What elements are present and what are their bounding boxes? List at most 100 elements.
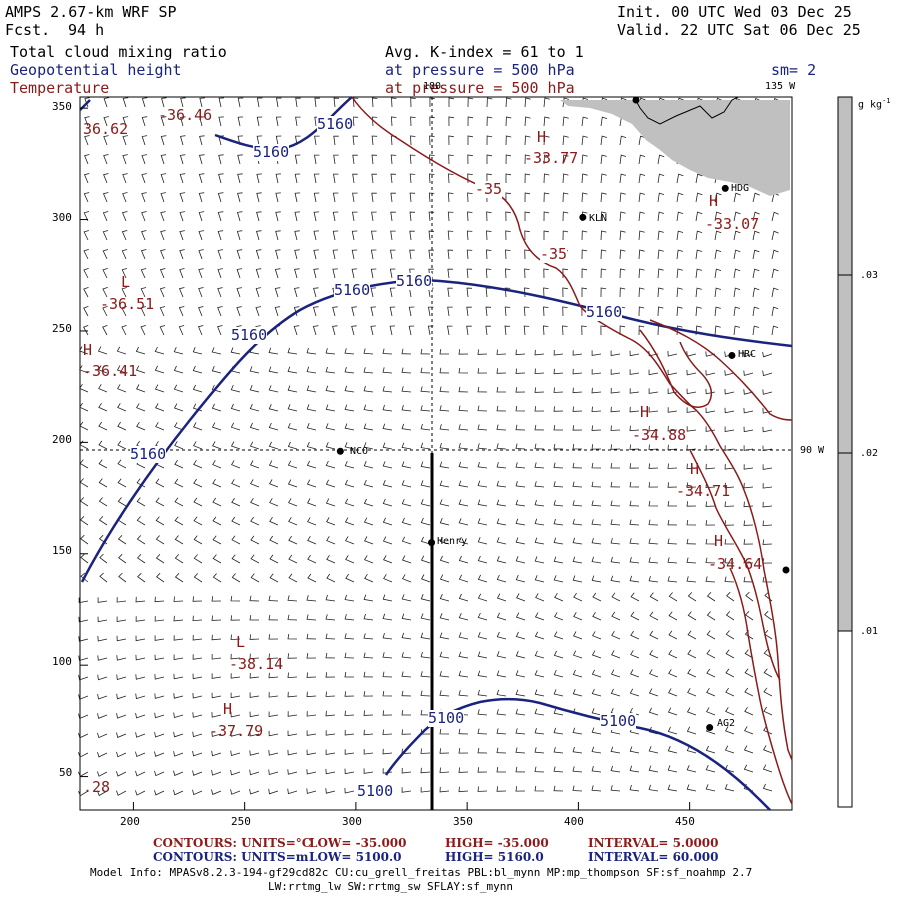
- wind-barb: [553, 747, 564, 754]
- wind-barb: [724, 482, 735, 489]
- wind-barb: [249, 692, 260, 698]
- wind-barb: [103, 173, 109, 184]
- wind-barb: [477, 537, 488, 545]
- wind-barb: [496, 387, 506, 393]
- wind-barb: [409, 230, 415, 241]
- wind-barb: [439, 574, 450, 583]
- wind-barb: [648, 425, 659, 432]
- wind-barb: [192, 615, 203, 622]
- wind-barb: [553, 368, 564, 375]
- wind-barb: [97, 771, 108, 777]
- wind-barb: [581, 249, 588, 260]
- wind-barb: [293, 287, 300, 298]
- wind-barb: [591, 462, 602, 469]
- wind-barb: [428, 192, 435, 203]
- wind-barb: [268, 750, 279, 756]
- wind-barb: [629, 519, 640, 526]
- wind-barb: [306, 347, 317, 355]
- wind-barb: [140, 268, 147, 279]
- wind-barb: [686, 726, 697, 735]
- wind-barb: [477, 651, 488, 659]
- wind-barb: [160, 211, 166, 222]
- wind-barb: [725, 630, 735, 640]
- height-contour-low: LOW= 5100.0: [309, 850, 402, 864]
- wind-barb: [256, 135, 263, 146]
- wind-barb: [382, 652, 393, 659]
- wind-barb: [401, 767, 412, 774]
- wind-barb: [382, 710, 393, 716]
- wind-barb: [496, 424, 507, 431]
- wind-barb: [155, 516, 165, 526]
- wind-barb: [667, 726, 678, 735]
- wind-barb: [344, 594, 355, 602]
- wind-barb: [554, 592, 564, 602]
- wind-barb: [344, 614, 355, 621]
- wind-barb: [363, 385, 374, 393]
- wind-barb: [573, 592, 583, 602]
- height-contour-high: HIGH= 5160.0: [445, 850, 544, 864]
- wind-barb: [218, 97, 225, 108]
- wind-barb: [294, 154, 301, 165]
- wind-barb: [553, 537, 564, 545]
- wind-barb: [687, 649, 697, 659]
- wind-barb: [648, 538, 659, 545]
- wind-barb: [193, 535, 203, 545]
- wind-barb: [250, 516, 260, 526]
- wind-barb: [192, 634, 203, 641]
- wind-barb: [363, 749, 374, 755]
- wind-barb: [762, 445, 773, 452]
- wind-barb: [743, 445, 754, 451]
- wind-barb: [154, 751, 165, 757]
- wind-barb: [638, 230, 645, 241]
- wind-barb: [466, 249, 473, 260]
- meridian-135w-label: 135 W: [765, 81, 796, 92]
- wind-barb: [136, 384, 146, 393]
- wind-barb: [706, 611, 716, 621]
- wind-barb: [83, 211, 90, 222]
- wind-barb: [610, 500, 621, 507]
- wind-barb: [306, 788, 317, 794]
- wind-barb: [382, 386, 393, 393]
- wind-barb: [420, 748, 431, 754]
- wind-barb: [275, 116, 282, 127]
- wind-barb: [193, 554, 203, 564]
- wind-barb: [524, 97, 531, 108]
- wind-barb: [467, 97, 474, 108]
- wind-barb: [496, 556, 507, 564]
- wind-barb: [98, 440, 108, 450]
- wind-barb: [629, 369, 640, 375]
- wind-barb: [269, 498, 279, 507]
- wind-barb: [600, 116, 608, 127]
- wind-barb: [505, 173, 512, 183]
- wind-barb: [313, 268, 319, 279]
- wind-barb: [648, 388, 659, 394]
- wind-barb: [705, 745, 716, 754]
- wind-barb: [287, 788, 298, 795]
- wind-barb: [686, 519, 697, 526]
- wind-barb: [534, 556, 545, 564]
- wind-barb: [744, 668, 754, 678]
- wind-barb: [649, 649, 659, 659]
- wind-barb: [274, 268, 281, 279]
- wind-barb: [80, 553, 89, 564]
- wind-barb: [667, 519, 678, 526]
- plot-frame: [79, 96, 793, 811]
- wind-barb: [515, 405, 526, 412]
- wind-barb: [676, 192, 684, 203]
- wind-barb: [572, 727, 583, 735]
- wind-barb: [600, 287, 607, 298]
- wind-barb: [657, 306, 664, 317]
- coastline: [633, 96, 739, 125]
- wind-barb: [505, 135, 512, 146]
- wind-barb: [249, 366, 260, 374]
- wind-barb: [173, 789, 184, 796]
- wind-barb: [135, 674, 146, 680]
- wind-barb: [197, 325, 204, 336]
- wind-barb: [629, 784, 640, 792]
- wind-barb: [268, 730, 279, 737]
- x-tick-label: 450: [675, 815, 695, 828]
- wind-barb: [250, 535, 260, 545]
- wind-barb: [534, 631, 545, 640]
- wind-barb: [743, 520, 754, 526]
- wind-barb: [496, 462, 507, 469]
